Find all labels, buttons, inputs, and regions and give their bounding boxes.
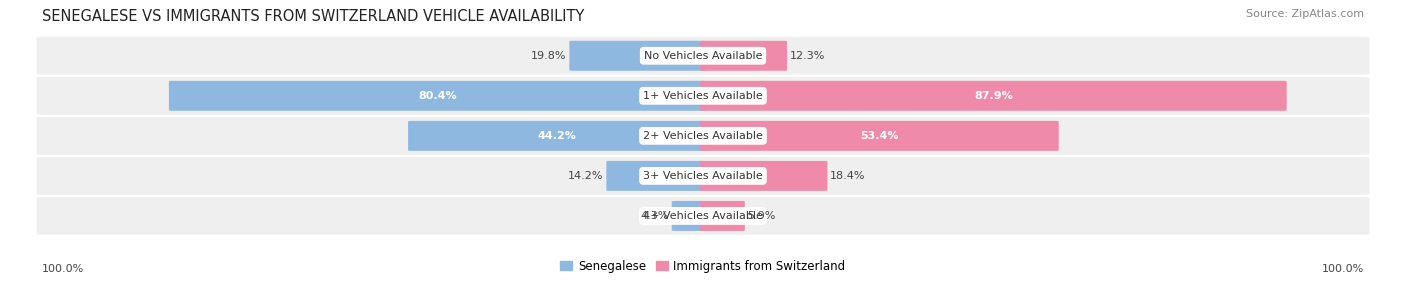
- FancyBboxPatch shape: [569, 41, 706, 71]
- FancyBboxPatch shape: [37, 77, 1369, 115]
- Text: No Vehicles Available: No Vehicles Available: [644, 51, 762, 61]
- Text: 1+ Vehicles Available: 1+ Vehicles Available: [643, 91, 763, 101]
- Text: 14.2%: 14.2%: [568, 171, 603, 181]
- FancyBboxPatch shape: [700, 81, 1286, 111]
- Text: 4.3%: 4.3%: [641, 211, 669, 221]
- Text: 100.0%: 100.0%: [42, 264, 84, 274]
- Text: 53.4%: 53.4%: [860, 131, 898, 141]
- FancyBboxPatch shape: [37, 197, 1369, 235]
- Legend: Senegalese, Immigrants from Switzerland: Senegalese, Immigrants from Switzerland: [555, 255, 851, 277]
- Text: SENEGALESE VS IMMIGRANTS FROM SWITZERLAND VEHICLE AVAILABILITY: SENEGALESE VS IMMIGRANTS FROM SWITZERLAN…: [42, 9, 585, 23]
- FancyBboxPatch shape: [700, 161, 827, 191]
- Text: 12.3%: 12.3%: [790, 51, 825, 61]
- Text: 5.9%: 5.9%: [748, 211, 776, 221]
- FancyBboxPatch shape: [37, 157, 1369, 195]
- FancyBboxPatch shape: [700, 41, 787, 71]
- Text: 3+ Vehicles Available: 3+ Vehicles Available: [643, 171, 763, 181]
- Text: 2+ Vehicles Available: 2+ Vehicles Available: [643, 131, 763, 141]
- Text: 19.8%: 19.8%: [531, 51, 567, 61]
- Text: 80.4%: 80.4%: [418, 91, 457, 101]
- Text: 44.2%: 44.2%: [537, 131, 576, 141]
- Text: 18.4%: 18.4%: [830, 171, 866, 181]
- FancyBboxPatch shape: [37, 37, 1369, 75]
- FancyBboxPatch shape: [606, 161, 706, 191]
- Text: 4+ Vehicles Available: 4+ Vehicles Available: [643, 211, 763, 221]
- Text: 100.0%: 100.0%: [1322, 264, 1364, 274]
- Text: Source: ZipAtlas.com: Source: ZipAtlas.com: [1246, 9, 1364, 19]
- FancyBboxPatch shape: [700, 201, 745, 231]
- FancyBboxPatch shape: [169, 81, 706, 111]
- FancyBboxPatch shape: [408, 121, 706, 151]
- FancyBboxPatch shape: [672, 201, 706, 231]
- Text: 87.9%: 87.9%: [974, 91, 1012, 101]
- FancyBboxPatch shape: [700, 121, 1059, 151]
- FancyBboxPatch shape: [37, 117, 1369, 155]
